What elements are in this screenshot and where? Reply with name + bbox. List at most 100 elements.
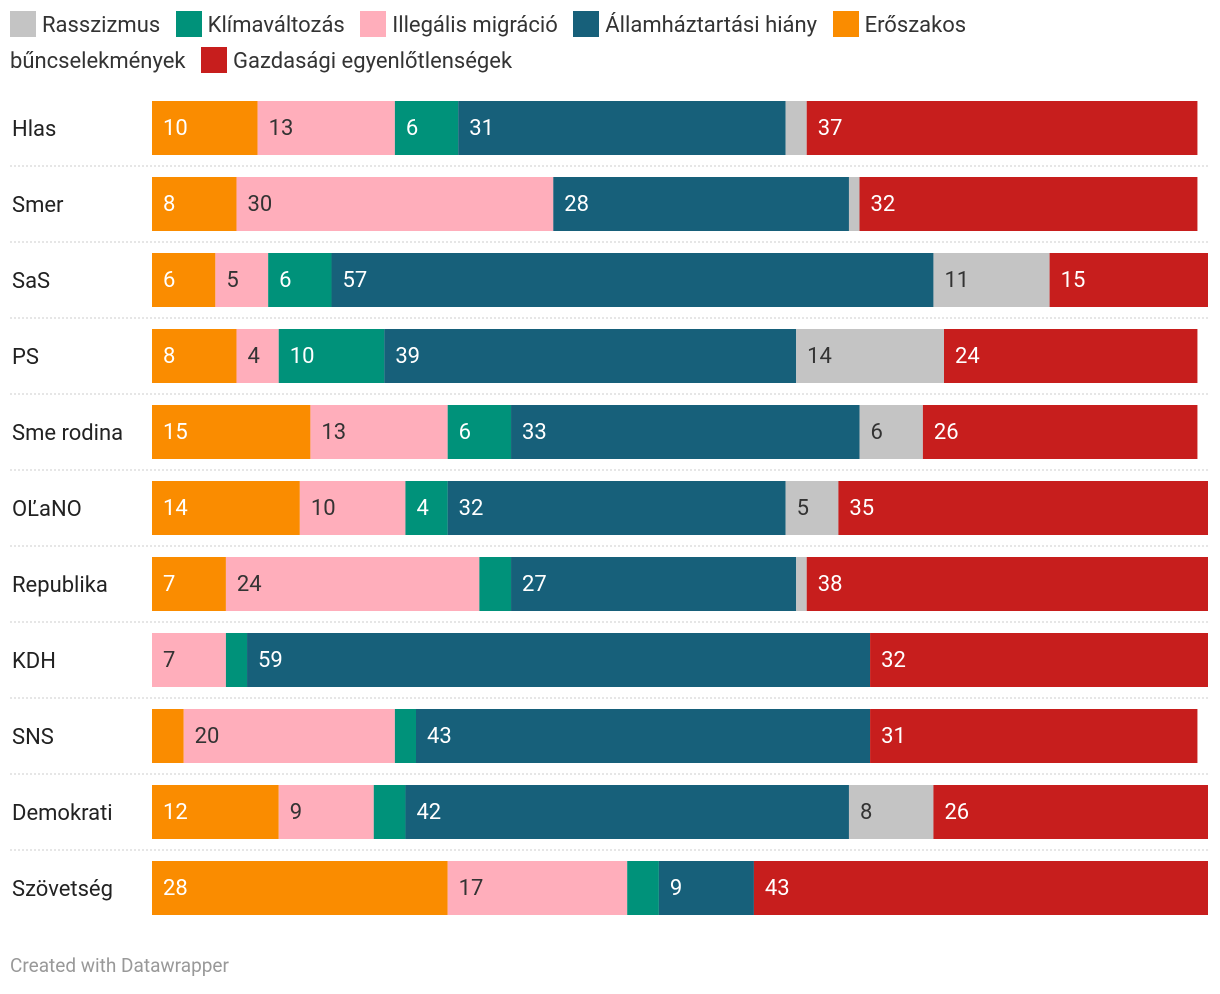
legend-swatch [360, 11, 387, 37]
bar-segment [394, 101, 459, 155]
value-label: 7 [163, 572, 175, 597]
value-label: 4 [247, 344, 259, 369]
legend-label: Klímaváltozás [207, 13, 345, 38]
legend-item: Államháztartási hiány [573, 11, 817, 38]
category-label: Republika [12, 573, 108, 598]
legend-item: Klímaváltozás [175, 11, 345, 38]
bar-segment [553, 177, 849, 231]
value-label: 43 [427, 724, 452, 749]
legend-label: Erőszakos bűncselekmények [10, 13, 967, 74]
value-label: 33 [522, 420, 547, 445]
value-label: 38 [818, 572, 843, 597]
bar-segment [447, 405, 512, 459]
value-label: 35 [849, 496, 874, 521]
value-label: 20 [195, 724, 220, 749]
bar-segment [310, 405, 448, 459]
bar-segment [806, 557, 1208, 611]
value-label: 5 [226, 268, 238, 293]
value-label: 30 [247, 192, 272, 217]
value-label: 6 [163, 268, 175, 293]
legend-swatch [573, 11, 600, 37]
category-label: KDH [12, 649, 56, 674]
value-label: 9 [290, 800, 302, 825]
value-label: 6 [871, 420, 883, 445]
value-label: 27 [522, 572, 547, 597]
category-label: OĽaNO [12, 497, 82, 522]
legend-label: Gazdasági egyenlőtlenségek [233, 49, 513, 74]
legend-swatch [10, 11, 36, 37]
bar-segment [152, 177, 237, 231]
bar-segment [405, 481, 448, 535]
value-label: 6 [406, 116, 418, 141]
value-label: 5 [797, 496, 809, 521]
bar-segment [458, 101, 786, 155]
legend-label: Illegális migráció [392, 13, 558, 38]
bar-segment [278, 329, 385, 383]
bar-segment [933, 785, 1208, 839]
value-label: 24 [955, 344, 980, 369]
bar-segment [152, 861, 448, 915]
value-label: 8 [860, 800, 872, 825]
bar-segment [848, 177, 860, 231]
legend-swatch [175, 11, 202, 37]
value-label: 17 [459, 876, 484, 901]
value-label: 43 [765, 876, 790, 901]
value-label: 28 [163, 876, 188, 901]
bar-segment [152, 101, 258, 155]
value-label: 32 [871, 192, 896, 217]
value-label: 26 [944, 800, 969, 825]
legend-item: Gazdasági egyenlőtlenségek [201, 47, 513, 74]
bar-segment [299, 481, 406, 535]
bar-segment [152, 709, 184, 763]
bar-segment [870, 633, 1208, 687]
bar-segment [236, 177, 554, 231]
bar-segment [870, 709, 1198, 763]
value-label: 12 [163, 800, 188, 825]
value-label: 32 [881, 648, 906, 673]
bar-segment [806, 101, 1198, 155]
bar-segment [152, 253, 216, 307]
bar-segment [848, 785, 934, 839]
bar-segment [278, 785, 374, 839]
bar-segment [627, 861, 659, 915]
bar-segment [183, 709, 395, 763]
bar-segment [511, 405, 860, 459]
value-label: 15 [1061, 268, 1086, 293]
bar-segment [922, 405, 1198, 459]
bar-segment [405, 785, 849, 839]
category-label: SaS [12, 269, 50, 294]
bar-segment [1049, 253, 1208, 307]
category-label: PS [12, 345, 39, 370]
bar-segment [753, 861, 1208, 915]
value-label: 9 [670, 876, 682, 901]
bar-segment [247, 633, 871, 687]
bar-segment [331, 253, 934, 307]
bar-segment [447, 861, 628, 915]
value-label: 11 [944, 268, 969, 293]
value-label: 26 [934, 420, 959, 445]
bar-segment [215, 253, 269, 307]
bar-segment [152, 405, 311, 459]
value-label: 14 [163, 496, 188, 521]
value-label: 8 [163, 344, 175, 369]
bar-segment [416, 709, 871, 763]
bar-segment [785, 101, 807, 155]
category-label: Smer [12, 193, 64, 218]
value-label: 10 [311, 496, 336, 521]
legend-swatch [201, 47, 227, 73]
bar-segment [152, 557, 226, 611]
value-label: 59 [258, 648, 283, 673]
bar-segment [859, 405, 923, 459]
bar-segment [225, 633, 248, 687]
value-label: 10 [290, 344, 315, 369]
value-label: 10 [163, 116, 188, 141]
legend-item: Rasszizmus [10, 11, 160, 38]
category-label: SNS [12, 725, 54, 750]
value-label: 14 [807, 344, 832, 369]
bar-segment [225, 557, 480, 611]
value-label: 15 [163, 420, 188, 445]
category-label: Szövetség [12, 877, 113, 902]
legend-item: Erőszakos bűncselekmények [10, 11, 967, 74]
bar-segment [152, 633, 226, 687]
value-label: 8 [163, 192, 175, 217]
